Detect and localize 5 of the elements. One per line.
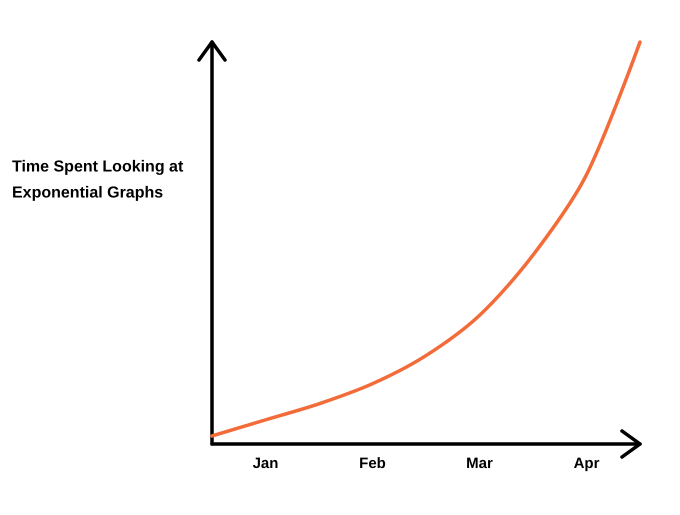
x-tick-label: Jan <box>252 455 278 472</box>
x-tick-label: Feb <box>359 455 386 472</box>
y-axis-title: Time Spent Looking at Exponential Graphs <box>12 158 188 202</box>
x-tick-label: Mar <box>466 455 493 472</box>
x-tick-label: Apr <box>574 455 600 472</box>
